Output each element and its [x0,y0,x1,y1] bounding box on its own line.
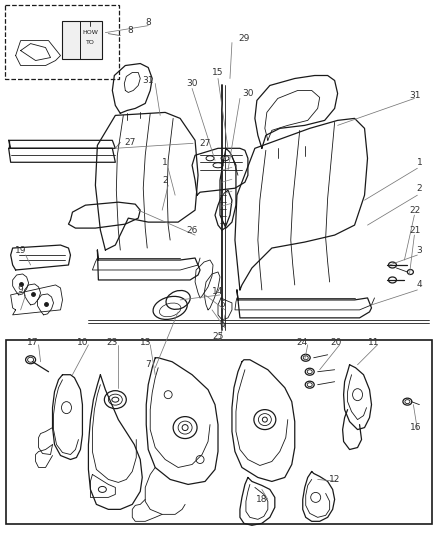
Text: 17: 17 [27,338,39,348]
Text: 7: 7 [145,360,151,369]
Text: 19: 19 [15,246,26,255]
Bar [5,5,119,79]
Text: 2: 2 [417,184,422,193]
Text: 27: 27 [124,138,136,147]
Text: 26: 26 [187,225,198,235]
Text: 13: 13 [139,338,151,348]
Text: TO: TO [86,40,95,45]
Text: 12: 12 [329,475,340,484]
Text: 31: 31 [142,76,154,85]
Text: HOW: HOW [82,30,99,35]
Text: 18: 18 [256,495,268,504]
Text: 21: 21 [410,225,421,235]
Text: 23: 23 [106,338,118,348]
Text: 3: 3 [417,246,422,255]
Text: 11: 11 [368,338,379,348]
Text: 2: 2 [162,176,168,185]
Text: 14: 14 [212,287,224,296]
Text: 6: 6 [219,320,225,329]
Text: 1: 1 [162,158,168,167]
Text: 10: 10 [77,338,88,348]
Text: 4: 4 [417,280,422,289]
Text: 8: 8 [145,18,151,27]
Text: 5: 5 [219,301,225,309]
Text: 9: 9 [18,286,24,294]
Text: 24: 24 [296,338,307,348]
Text: 25: 25 [212,332,224,341]
Text: 16: 16 [410,423,421,432]
Text: 29: 29 [238,34,250,43]
Text: 30: 30 [186,79,198,88]
Bar [63,21,102,59]
Text: 8: 8 [127,26,133,35]
Text: 1: 1 [417,158,422,167]
Text: 20: 20 [330,338,341,348]
Text: 31: 31 [410,91,421,100]
Bar [6,340,432,524]
Text: 22: 22 [410,206,421,215]
Text: 15: 15 [212,68,224,77]
Text: 27: 27 [199,139,211,148]
Text: 30: 30 [242,89,254,98]
